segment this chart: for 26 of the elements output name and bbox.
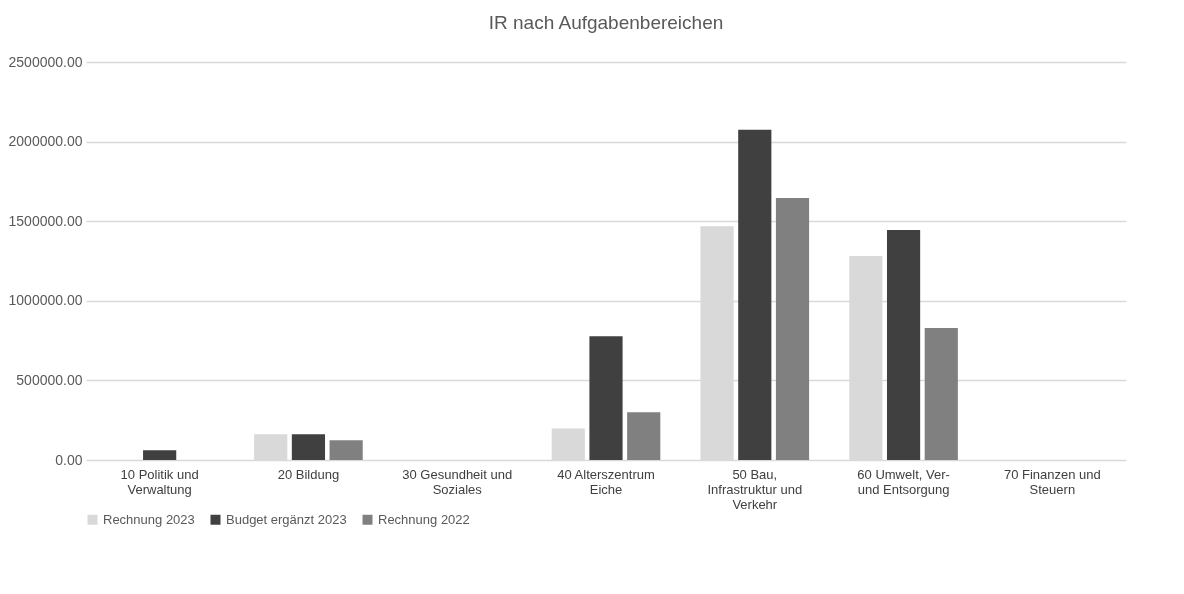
bar bbox=[589, 336, 623, 460]
legend-label: Rechnung 2023 bbox=[103, 511, 195, 527]
x-tick-label: 20 Bildung bbox=[277, 466, 340, 482]
legend-label: Budget ergänzt 2023 bbox=[226, 511, 347, 527]
bar bbox=[738, 129, 772, 460]
chart-title: IR nach Aufgabenbereichen bbox=[488, 12, 724, 33]
y-tick-label: 1500000.00 bbox=[8, 212, 83, 229]
legend-label: Rechnung 2022 bbox=[378, 511, 470, 527]
x-tick-label: 30 Gesundheit und Soziales bbox=[402, 466, 513, 497]
y-tick-label: 0.00 bbox=[55, 451, 83, 468]
x-tick-label: 10 Politik und Verwaltung bbox=[120, 466, 199, 497]
x-tick-label: 40 Alterszentrum Eiche bbox=[557, 466, 655, 497]
bar bbox=[627, 412, 661, 460]
bar bbox=[886, 230, 921, 460]
bar bbox=[329, 440, 363, 460]
y-tick-label: 1000000.00 bbox=[8, 292, 83, 309]
y-tick-label: 2500000.00 bbox=[8, 53, 83, 70]
y-tick-label: 500000.00 bbox=[16, 371, 83, 388]
bar bbox=[291, 434, 326, 460]
bar bbox=[775, 197, 810, 460]
x-tick-label: 60 Umwelt, Ver- und Entsorgung bbox=[857, 466, 950, 497]
bar bbox=[143, 450, 177, 460]
y-tick-label: 2000000.00 bbox=[8, 133, 83, 150]
x-tick-label: 50 Bau, Infrastruktur und Verkehr bbox=[707, 466, 803, 512]
bar bbox=[924, 328, 958, 460]
x-tick-label: 70 Finanzen und Steuern bbox=[1003, 466, 1101, 497]
